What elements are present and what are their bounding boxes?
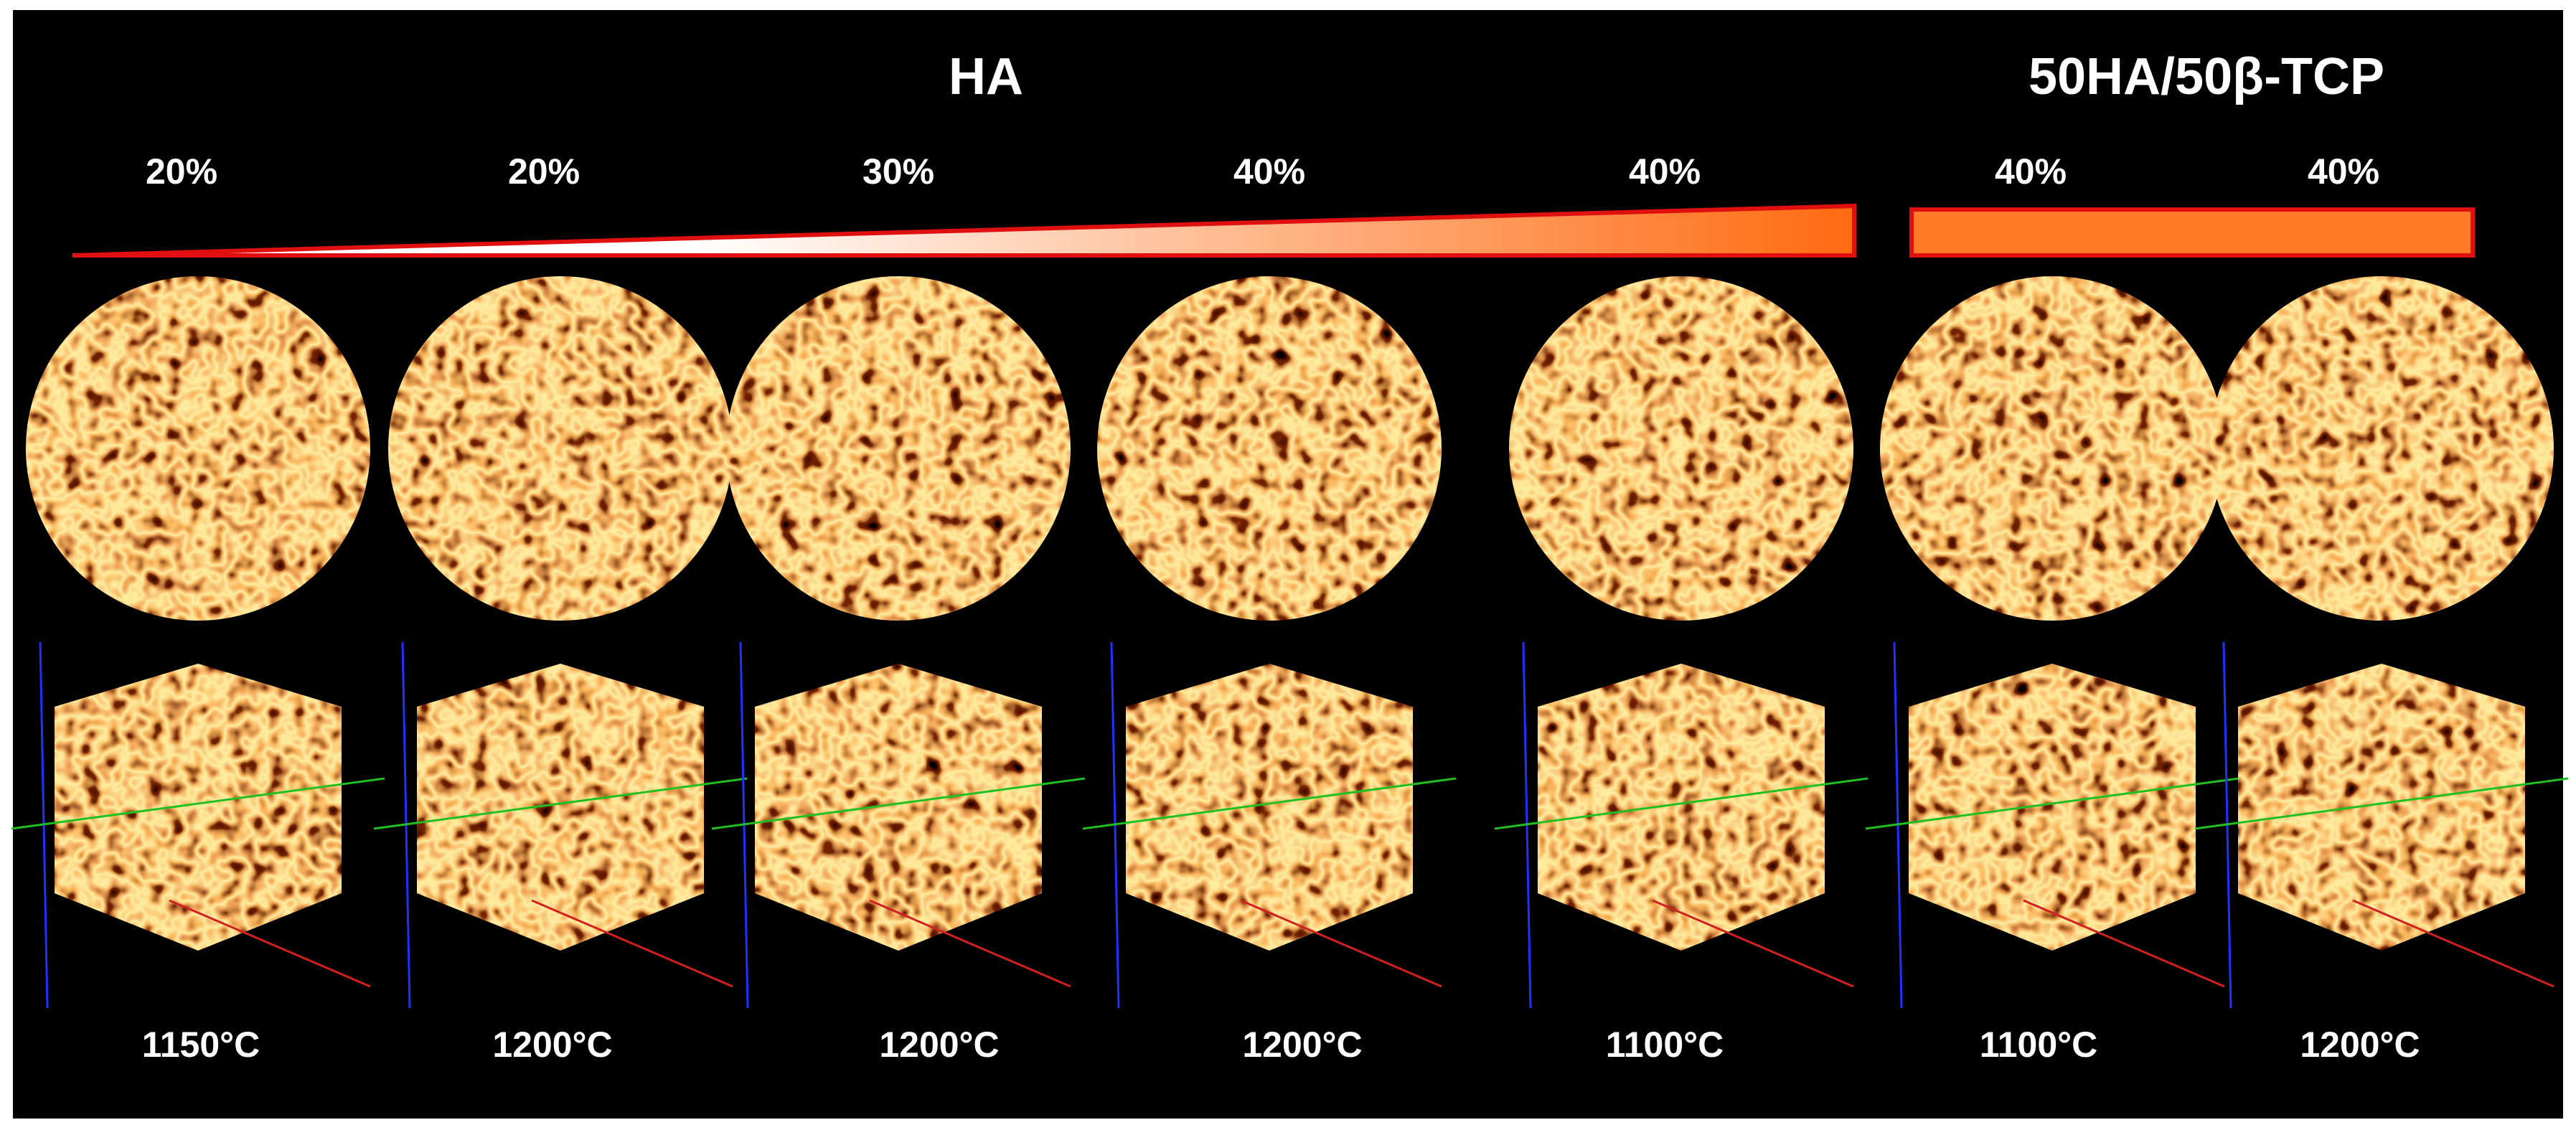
axis-frame <box>2194 777 2569 830</box>
porosity-wedge <box>72 203 1856 258</box>
ct-slice <box>2209 276 2554 621</box>
ct-volume <box>417 664 704 951</box>
ct-slice <box>1097 276 1442 621</box>
ct-volume <box>1126 664 1413 951</box>
ct-slice <box>1509 276 1853 621</box>
ct-slice <box>26 276 370 621</box>
axis-frame <box>2352 899 2554 988</box>
ct-volume <box>1909 664 2196 951</box>
axis-frame <box>2023 899 2225 988</box>
temperature-label: 1150°C <box>142 1025 260 1065</box>
porosity-label: 20% <box>146 151 217 192</box>
columns: 20% 1150°C 20% 1200°C 30% 1200°C 40% 1200°C 40% 1… <box>11 151 2569 1065</box>
axis-frame <box>169 899 371 988</box>
axis-frame <box>373 777 748 830</box>
porosity-label: 40% <box>2308 151 2379 192</box>
axis-frame <box>11 777 385 830</box>
porosity-label: 40% <box>1233 151 1305 192</box>
temperature-label: 1200°C <box>879 1025 999 1065</box>
axis-frame <box>869 899 1071 988</box>
porosity-bar <box>1909 207 2475 258</box>
axis-frame <box>1652 899 1854 988</box>
porosity-label: 40% <box>1629 151 1701 192</box>
temperature-label: 1100°C <box>1606 1025 1724 1065</box>
temperature-label: 1200°C <box>1242 1025 1362 1065</box>
axis-frame <box>1082 777 1457 830</box>
ct-volume <box>2238 664 2525 951</box>
temperature-label: 1200°C <box>492 1025 612 1065</box>
axis-frame <box>1240 899 1442 988</box>
ct-slice <box>388 276 733 621</box>
porosity-label: 20% <box>508 151 580 192</box>
ct-volume <box>55 664 342 951</box>
axis-frame <box>1865 777 2239 830</box>
axis-frame <box>531 899 733 988</box>
ct-slice <box>726 276 1071 621</box>
ct-volume <box>755 664 1042 951</box>
ct-slice <box>1880 276 2224 621</box>
group-title: 50HA/50β-TCP <box>2029 48 2384 105</box>
group-title: HA <box>949 48 1023 105</box>
ct-volume <box>1538 664 1825 951</box>
axis-frame <box>711 777 1086 830</box>
porosity-label: 40% <box>1995 151 2067 192</box>
temperature-label: 1100°C <box>1980 1025 2098 1065</box>
axis-frame <box>1494 777 1868 830</box>
porosity-label: 30% <box>862 151 934 192</box>
temperature-label: 1200°C <box>2300 1025 2420 1065</box>
